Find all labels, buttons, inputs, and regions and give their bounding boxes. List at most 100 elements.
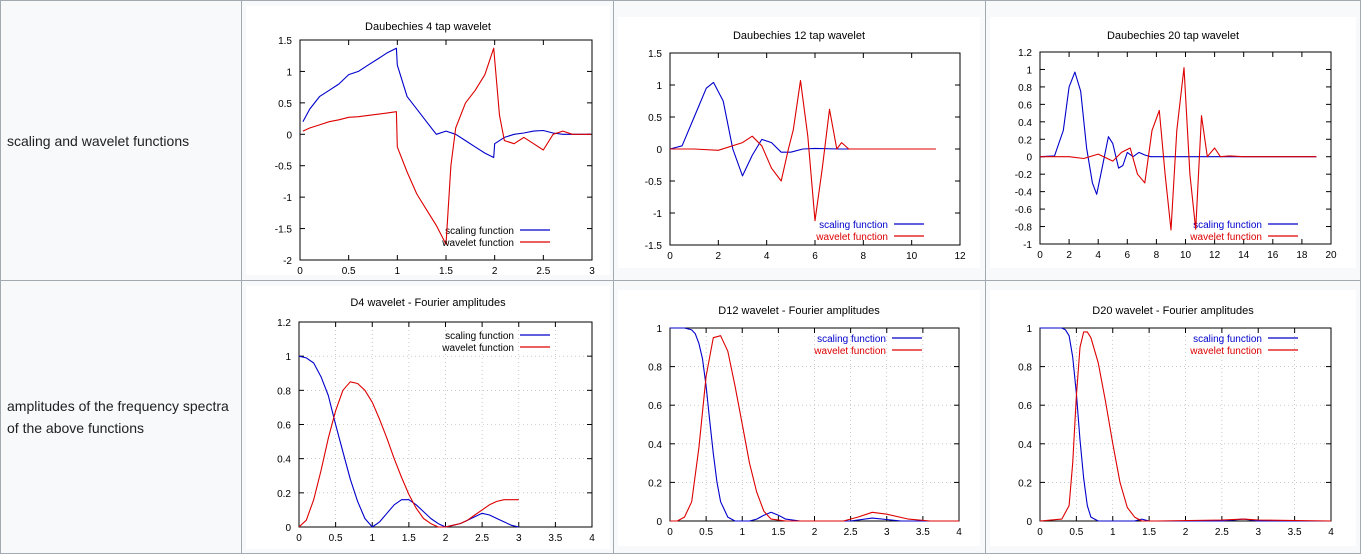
- x-tick-label: 0: [667, 527, 673, 538]
- x-tick-label: 1: [1110, 527, 1116, 538]
- chart-d12-fourier: D12 wavelet - Fourier amplitudes 0 0.5 1 1.5…: [648, 305, 962, 538]
- y-tick-label: 1: [656, 81, 662, 92]
- x-tick-label: 2: [812, 527, 818, 538]
- y-tick-label: 1.2: [1018, 48, 1032, 59]
- y-tick-label: -1: [283, 193, 292, 204]
- y-tick-label: 0: [1026, 517, 1032, 528]
- legend-wavelet-label: wavelet function: [441, 343, 514, 354]
- scaling-function-line: [1040, 327, 1331, 522]
- wavelet-function-line: [670, 335, 959, 522]
- wavelet-function-line: [302, 47, 591, 245]
- x-tick-label: 6: [812, 251, 818, 262]
- x-tick-label: 4: [589, 533, 595, 544]
- x-tick-label: 4: [956, 527, 962, 538]
- x-tick-label: 6: [1125, 250, 1131, 261]
- x-tick-label: 0: [296, 533, 302, 544]
- wavelet-function-line: [1040, 67, 1317, 231]
- x-tick-label: 2.5: [844, 527, 858, 538]
- x-tick-label: 0: [1037, 527, 1043, 538]
- x-tick-label: 1.5: [771, 527, 785, 538]
- x-tick-label: 3: [1255, 527, 1261, 538]
- wavelet-function-line: [1039, 331, 1332, 522]
- wavelet-function-line: [298, 381, 519, 528]
- y-tick-label: 0: [656, 145, 662, 156]
- y-tick-label: -0.4: [1015, 188, 1033, 199]
- chart-d20-fourier: D20 wavelet - Fourier amplitudes 0 0.5 1 1.5…: [1018, 305, 1334, 538]
- x-tick-label: 1.5: [402, 533, 416, 544]
- x-tick-label: 8: [1154, 250, 1160, 261]
- x-tick-label: 2.5: [536, 266, 550, 275]
- chart-d4-wavelet-panel: Daubechies 4 tap wavelet 0 0.5 1 1.5 2 2.5 3 -2 -…: [246, 6, 610, 277]
- x-tick-label: 2: [443, 533, 449, 544]
- wavelet-function-line: [670, 79, 936, 222]
- y-tick-label: 1: [285, 352, 291, 363]
- legend-scaling-label: scaling function: [445, 226, 514, 237]
- y-tick-label: 0.8: [648, 363, 662, 374]
- chart-title: Daubechies 4 tap wavelet: [365, 21, 491, 33]
- legend-scaling-label: scaling function: [1193, 334, 1262, 345]
- x-tick-label: 16: [1267, 250, 1279, 261]
- y-tick-label: 0.2: [1018, 135, 1032, 146]
- x-tick-label: 0.5: [329, 533, 343, 544]
- x-tick-label: 4: [1095, 250, 1101, 261]
- y-tick-label: 0.8: [277, 386, 291, 397]
- chart-title: D12 wavelet - Fourier amplitudes: [718, 305, 880, 317]
- y-tick-label: 0.4: [1018, 118, 1032, 129]
- y-tick-label: -1: [653, 209, 662, 220]
- chart-title: Daubechies 20 tap wavelet: [1107, 30, 1239, 42]
- chart-d12-wavelet-panel: Daubechies 12 tap wavelet 0 2 4 6 8 10 12 -1.5 -1…: [618, 17, 980, 268]
- chart-d12-fourier-panel: D12 wavelet - Fourier amplitudes 0 0.5 1 1.5…: [618, 290, 980, 546]
- x-tick-label: 1: [369, 533, 375, 544]
- chart-d20-wavelet-panel: Daubechies 20 tap wavelet 0 2 4 6 8 10 12 14 16 18…: [990, 17, 1356, 268]
- y-tick-label: 0.8: [1018, 363, 1032, 374]
- x-tick-label: 1: [395, 266, 401, 275]
- x-tick-label: 2: [1066, 250, 1072, 261]
- y-tick-label: 0.4: [1018, 440, 1032, 451]
- x-tick-label: 1: [739, 527, 745, 538]
- x-tick-label: 14: [1238, 250, 1250, 261]
- chart-d4-wavelet: Daubechies 4 tap wavelet 0 0.5 1 1.5 2 2.5 3 -2 -…: [275, 21, 595, 277]
- x-tick-label: 12: [954, 251, 966, 262]
- y-tick-label: 0: [656, 517, 662, 528]
- scaling-function-line: [1039, 71, 1317, 195]
- y-tick-label: 1.5: [278, 36, 292, 47]
- legend-wavelet-label: wavelet function: [813, 346, 886, 357]
- chart-d20-fourier-panel: D20 wavelet - Fourier amplitudes 0 0.5 1 1.5…: [990, 290, 1356, 546]
- y-tick-label: 0.4: [648, 440, 662, 451]
- x-tick-label: 3: [589, 266, 595, 275]
- chart-d4-fourier-panel: D4 wavelet - Fourier amplitudes 0 0.5 1 1.5 2…: [246, 286, 610, 549]
- x-tick-label: 10: [906, 251, 918, 262]
- x-tick-label: 3.5: [916, 527, 930, 538]
- x-tick-label: 3.5: [1288, 527, 1302, 538]
- y-tick-label: -2: [283, 256, 292, 267]
- x-tick-label: 10: [1180, 250, 1192, 261]
- x-tick-label: 2: [716, 251, 722, 262]
- x-tick-label: 4: [1328, 527, 1334, 538]
- x-tick-label: 4: [764, 251, 770, 262]
- legend-scaling-label: scaling function: [817, 334, 886, 345]
- x-tick-label: 0.5: [342, 266, 356, 275]
- y-tick-label: 0.2: [1018, 478, 1032, 489]
- legend-scaling-label: scaling function: [445, 331, 514, 342]
- row2-label-line2: of the above functions: [7, 420, 144, 436]
- y-tick-label: 0: [286, 130, 292, 141]
- legend-wavelet-label: wavelet function: [1189, 232, 1262, 243]
- y-tick-label: 1: [286, 67, 292, 78]
- x-tick-label: 0: [297, 266, 303, 275]
- x-tick-label: 2: [1183, 527, 1189, 538]
- chart-d4-fourier: D4 wavelet - Fourier amplitudes 0 0.5 1 1.5 2…: [277, 297, 595, 544]
- row2-label-line1: amplitudes of the frequency spectra: [7, 398, 229, 414]
- y-tick-label: 0.4: [277, 455, 291, 466]
- y-tick-label: 0.5: [278, 99, 292, 110]
- row1-label-cell: scaling and wavelet functions: [0, 0, 242, 281]
- x-tick-label: 8: [861, 251, 867, 262]
- y-tick-label: 0.6: [277, 421, 291, 432]
- legend-wavelet-label: wavelet function: [441, 238, 514, 249]
- chart-title: Daubechies 12 tap wavelet: [733, 30, 865, 42]
- x-tick-label: 3: [516, 533, 522, 544]
- y-tick-label: 1: [1026, 324, 1032, 335]
- scaling-function-line: [298, 355, 519, 528]
- row2-label-cell: amplitudes of the frequency spectra of t…: [0, 280, 242, 554]
